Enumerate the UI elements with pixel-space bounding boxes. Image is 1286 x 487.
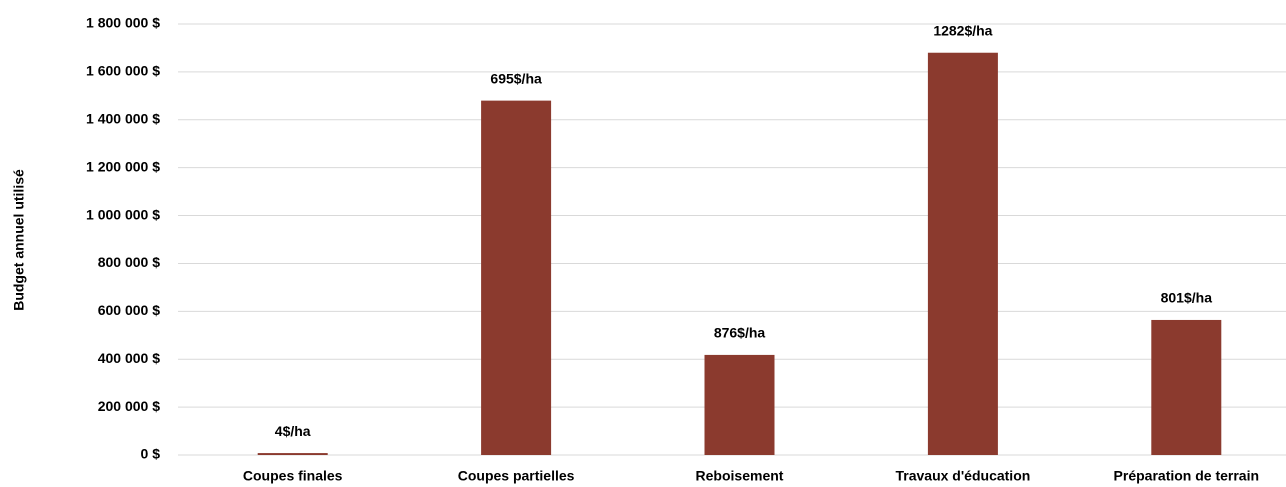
y-tick-label: 600 000 $ bbox=[98, 302, 160, 318]
bar bbox=[927, 52, 998, 455]
x-tick-label: Coupes partielles bbox=[458, 468, 575, 484]
y-tick-label: 800 000 $ bbox=[98, 254, 160, 270]
bar bbox=[1151, 319, 1222, 455]
y-tick-label: 200 000 $ bbox=[98, 398, 160, 414]
bar-annotation: 801$/ha bbox=[1161, 290, 1213, 306]
bar-annotation: 4$/ha bbox=[275, 423, 311, 439]
bar bbox=[481, 100, 552, 455]
y-tick-label: 1 600 000 $ bbox=[86, 63, 160, 79]
bar-annotation: 1282$/ha bbox=[933, 22, 992, 38]
x-tick-label: Reboisement bbox=[696, 468, 784, 484]
y-tick-label: 400 000 $ bbox=[98, 350, 160, 366]
y-tick-label: 0 $ bbox=[141, 446, 161, 462]
bar-annotation: 695$/ha bbox=[490, 70, 542, 86]
x-tick-label: Coupes finales bbox=[243, 468, 343, 484]
y-tick-label: 1 400 000 $ bbox=[86, 110, 160, 126]
bar bbox=[257, 453, 328, 455]
y-axis-title: Budget annuel utilisé bbox=[11, 169, 27, 311]
y-tick-label: 1 200 000 $ bbox=[86, 158, 160, 174]
x-tick-label: Travaux d'éducation bbox=[895, 468, 1030, 484]
x-tick-label: Préparation de terrain bbox=[1114, 468, 1260, 484]
y-tick-label: 1 800 000 $ bbox=[86, 15, 160, 31]
bar bbox=[704, 354, 775, 455]
bar-annotation: 876$/ha bbox=[714, 325, 766, 341]
y-tick-label: 1 000 000 $ bbox=[86, 206, 160, 222]
